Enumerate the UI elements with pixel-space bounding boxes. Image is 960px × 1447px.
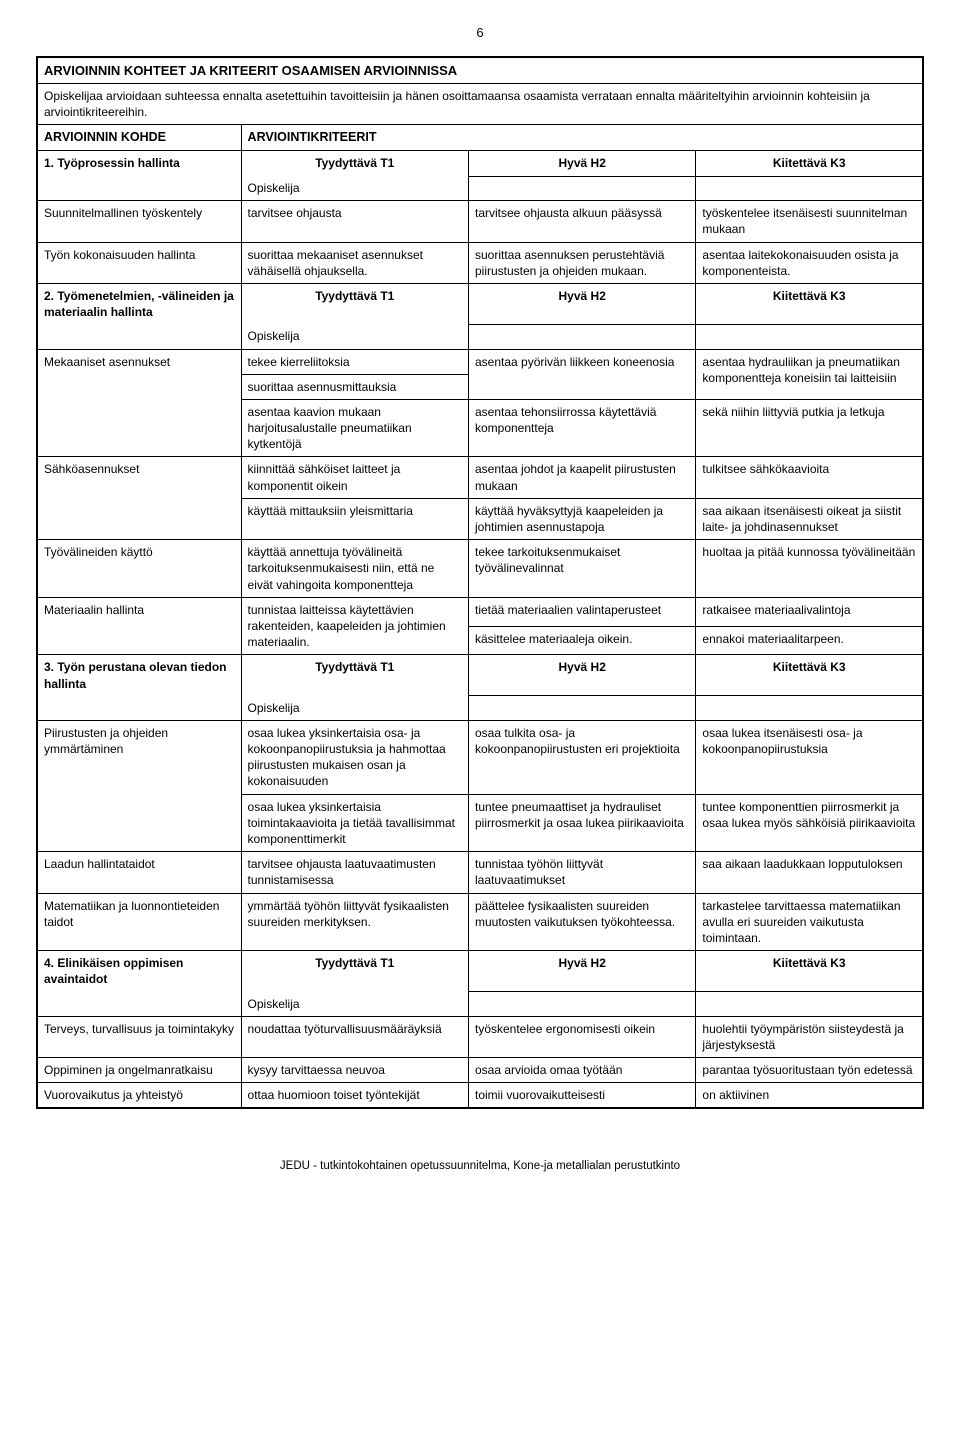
sec1-h2: Hyvä H2 bbox=[468, 151, 695, 176]
sec1-opiskelija: Opiskelija bbox=[241, 176, 468, 201]
sec1-r0-c: tarvitsee ohjausta alkuun pääsyssä bbox=[468, 201, 695, 242]
sec3-opiskelija: Opiskelija bbox=[241, 696, 468, 721]
sec3-t1: Tyydyttävä T1 bbox=[241, 655, 468, 696]
sec2-mek-a: Mekaaniset asennukset bbox=[38, 349, 242, 457]
sec4-t1: Tyydyttävä T1 bbox=[241, 951, 468, 992]
sec3-mat-d: tarkastelee tarvittaessa matematiikan av… bbox=[696, 893, 923, 951]
sec2-t1: Tyydyttävä T1 bbox=[241, 283, 468, 324]
sec4-r0-d: huolehtii työympäristön siisteydestä ja … bbox=[696, 1016, 923, 1057]
sec2-sahko-a: Sähköasennukset bbox=[38, 457, 242, 540]
sec1-t1: Tyydyttävä T1 bbox=[241, 151, 468, 176]
page-footer: JEDU - tutkintokohtainen opetussuunnitel… bbox=[36, 1159, 924, 1175]
sec1-r1-d: asentaa laitekokonaisuuden osista ja kom… bbox=[696, 242, 923, 283]
document-outer-box: ARVIOINNIN KOHTEET JA KRITEERIT OSAAMISE… bbox=[36, 56, 924, 1110]
sec2-sahko-b2: käyttää mittauksiin yleismittaria bbox=[241, 498, 468, 539]
sec2-tv-a: Työvälineiden käyttö bbox=[38, 540, 242, 598]
sec3-piir-d1: osaa lukea itsenäisesti osa- ja kokoonpa… bbox=[696, 720, 923, 794]
sec2-sahko-d2: saa aikaan itsenäisesti oikeat ja siisti… bbox=[696, 498, 923, 539]
page-number: 6 bbox=[36, 24, 924, 42]
sec3-piir-b1: osaa lukea yksinkertaisia osa- ja kokoon… bbox=[241, 720, 468, 794]
sec2-mat-c2: käsittelee materiaaleja oikein. bbox=[468, 626, 695, 655]
sec3-mat-a: Matematiikan ja luonnontieteiden taidot bbox=[38, 893, 242, 951]
label-kriteerit: ARVIOINTIKRITEERIT bbox=[241, 125, 922, 151]
sec2-mat-d2: ennakoi materiaalitarpeen. bbox=[696, 626, 923, 655]
sec2-mek-c12: asentaa pyörivän liikkeen koneenosia bbox=[468, 349, 695, 399]
sec3-head: 3. Työn perustana olevan tiedon hallinta bbox=[38, 655, 242, 696]
sec1-k3: Kiitettävä K3 bbox=[696, 151, 923, 176]
sec3-laatu-d: saa aikaan laadukkaan lopputuloksen bbox=[696, 852, 923, 893]
sec3-piir-c1: osaa tulkita osa- ja kokoonpanopiirustus… bbox=[468, 720, 695, 794]
sec2-mek-d12: asentaa hydrauliikan ja pneumatiikan kom… bbox=[696, 349, 923, 399]
sec1-head: 1. Työprosessin hallinta bbox=[38, 151, 242, 176]
sec3-laatu-a: Laadun hallintataidot bbox=[38, 852, 242, 893]
sec3-piir-c2: tuntee pneumaattiset ja hydrauliset piir… bbox=[468, 794, 695, 852]
sec1-r0-d: työskentelee itsenäisesti suunnitelman m… bbox=[696, 201, 923, 242]
sec2-h2: Hyvä H2 bbox=[468, 283, 695, 324]
sec3-piir-b2: osaa lukea yksinkertaisia toimintakaavio… bbox=[241, 794, 468, 852]
sec4-r1-d: parantaa työsuoritustaan työn edetessä bbox=[696, 1058, 923, 1083]
sec4-r0-b: noudattaa työturvallisuusmääräyksiä bbox=[241, 1016, 468, 1057]
sec4-k3: Kiitettävä K3 bbox=[696, 951, 923, 992]
sec1-r1-c: suorittaa asennuksen perustehtäviä piiru… bbox=[468, 242, 695, 283]
table-row: Mekaaniset asennukset tekee kierreliitok… bbox=[38, 349, 923, 374]
sec4-r2-c: toimii vuorovaikutteisesti bbox=[468, 1083, 695, 1108]
sec3-mat-b: ymmärtää työhön liittyvät fysikaalisten … bbox=[241, 893, 468, 951]
sec2-mat-a: Materiaalin hallinta bbox=[38, 597, 242, 655]
table-row: Sähköasennukset kiinnittää sähköiset lai… bbox=[38, 457, 923, 498]
sec3-laatu-b: tarvitsee ohjausta laatuvaatimusten tunn… bbox=[241, 852, 468, 893]
table-row: Matematiikan ja luonnontieteiden taidot … bbox=[38, 893, 923, 951]
sec3-k3: Kiitettävä K3 bbox=[696, 655, 923, 696]
sec2-tv-d: huoltaa ja pitää kunnossa työvälineitään bbox=[696, 540, 923, 598]
table-row: Terveys, turvallisuus ja toimintakyky no… bbox=[38, 1016, 923, 1057]
sec4-r0-c: työskentelee ergonomisesti oikein bbox=[468, 1016, 695, 1057]
sec2-mek-b2: suorittaa asennusmittauksia bbox=[241, 374, 468, 399]
sec4-r1-b: kysyy tarvittaessa neuvoa bbox=[241, 1058, 468, 1083]
table-row: Työn kokonaisuuden hallinta suorittaa me… bbox=[38, 242, 923, 283]
sec2-head: 2. Työmenetelmien, -välineiden ja materi… bbox=[38, 283, 242, 324]
table-row: Työvälineiden käyttö käyttää annettuja t… bbox=[38, 540, 923, 598]
sec4-opiskelija: Opiskelija bbox=[241, 992, 468, 1017]
sec2-tv-b: käyttää annettuja työvälineitä tarkoituk… bbox=[241, 540, 468, 598]
sec3-mat-c: päättelee fysikaalisten suureiden muutos… bbox=[468, 893, 695, 951]
table-row: Laadun hallintataidot tarvitsee ohjausta… bbox=[38, 852, 923, 893]
sec1-r0-b: tarvitsee ohjausta bbox=[241, 201, 468, 242]
sec2-mat-b: tunnistaa laitteissa käytettävien rakent… bbox=[241, 597, 468, 655]
sec1-r0-a: Suunnitelmallinen työskentely bbox=[38, 201, 242, 242]
doc-title: ARVIOINNIN KOHTEET JA KRITEERIT OSAAMISE… bbox=[38, 57, 923, 84]
sec3-piir-d2: tuntee komponenttien piirrosmerkit ja os… bbox=[696, 794, 923, 852]
sec2-mat-c1: tietää materiaalien valintaperusteet bbox=[468, 597, 695, 626]
sec3-h2: Hyvä H2 bbox=[468, 655, 695, 696]
table-row: Vuorovaikutus ja yhteistyö ottaa huomioo… bbox=[38, 1083, 923, 1108]
sec2-mek-b1: tekee kierreliitoksia bbox=[241, 349, 468, 374]
doc-intro: Opiskelijaa arvioidaan suhteessa ennalta… bbox=[38, 84, 923, 125]
sec4-r2-a: Vuorovaikutus ja yhteistyö bbox=[38, 1083, 242, 1108]
sec4-r2-d: on aktiivinen bbox=[696, 1083, 923, 1108]
sec2-sahko-d1: tulkitsee sähkökaavioita bbox=[696, 457, 923, 498]
table-row: Oppiminen ja ongelmanratkaisu kysyy tarv… bbox=[38, 1058, 923, 1083]
sec2-sahko-c2: käyttää hyväksyttyjä kaapeleiden ja joht… bbox=[468, 498, 695, 539]
sec1-r1-a: Työn kokonaisuuden hallinta bbox=[38, 242, 242, 283]
sec2-tv-c: tekee tarkoituksenmukaiset työvälinevali… bbox=[468, 540, 695, 598]
table-row: Suunnitelmallinen työskentely tarvitsee … bbox=[38, 201, 923, 242]
sec1-r1-b: suorittaa mekaaniset asennukset vähäisel… bbox=[241, 242, 468, 283]
sec4-r2-b: ottaa huomioon toiset työntekijät bbox=[241, 1083, 468, 1108]
sec2-mat-d1: ratkaisee materiaalivalintoja bbox=[696, 597, 923, 626]
sec2-mek-d3: sekä niihin liittyviä putkia ja letkuja bbox=[696, 399, 923, 457]
table-row: Materiaalin hallinta tunnistaa laitteiss… bbox=[38, 597, 923, 626]
sec2-mek-c3: asentaa tehonsiirrossa käytettäviä kompo… bbox=[468, 399, 695, 457]
sec2-opiskelija: Opiskelija bbox=[241, 324, 468, 349]
sec4-head: 4. Elinikäisen oppimisen avaintaidot bbox=[38, 951, 242, 992]
label-kohde: ARVIOINNIN KOHDE bbox=[38, 125, 242, 151]
sec4-r1-c: osaa arvioida omaa työtään bbox=[468, 1058, 695, 1083]
sec3-piir-a: Piirustusten ja ohjeiden ymmärtäminen bbox=[38, 720, 242, 851]
sec4-r0-a: Terveys, turvallisuus ja toimintakyky bbox=[38, 1016, 242, 1057]
sec2-k3: Kiitettävä K3 bbox=[696, 283, 923, 324]
sec2-mek-b3: asentaa kaavion mukaan harjoitusalustall… bbox=[241, 399, 468, 457]
sec4-r1-a: Oppiminen ja ongelmanratkaisu bbox=[38, 1058, 242, 1083]
sec2-sahko-c1: asentaa johdot ja kaapelit piirustusten … bbox=[468, 457, 695, 498]
sec4-h2: Hyvä H2 bbox=[468, 951, 695, 992]
table-row: Piirustusten ja ohjeiden ymmärtäminen os… bbox=[38, 720, 923, 794]
sec3-laatu-c: tunnistaa työhön liittyvät laatuvaatimuk… bbox=[468, 852, 695, 893]
sec2-sahko-b1: kiinnittää sähköiset laitteet ja kompone… bbox=[241, 457, 468, 498]
